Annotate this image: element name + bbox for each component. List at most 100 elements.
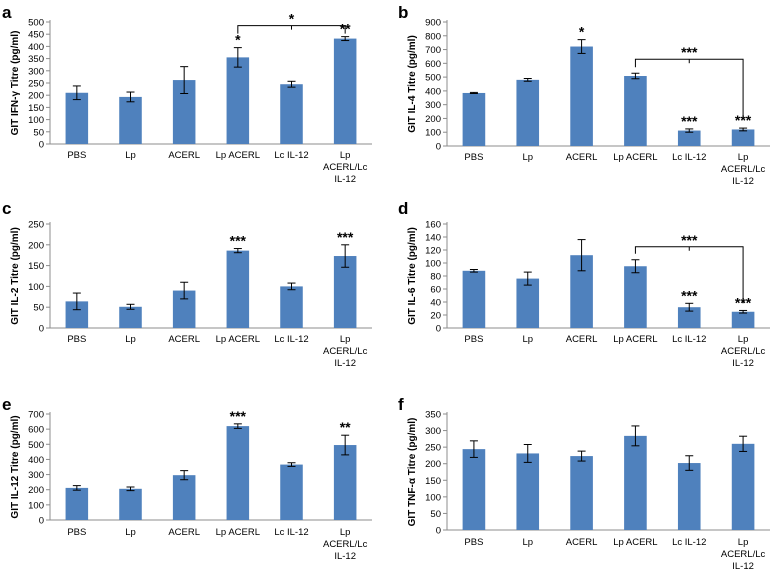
y-tick-label: 160 <box>425 220 441 231</box>
y-tick-label: 900 <box>425 18 441 29</box>
bar-5 <box>677 130 701 146</box>
bar-1 <box>65 487 89 520</box>
category-label: Lc IL-12 <box>274 334 308 345</box>
bar-5 <box>280 464 303 520</box>
bracket-significance-stars: *** <box>681 44 698 60</box>
y-tick-label: 250 <box>28 79 44 90</box>
category-label: Lp ACERL/Lc IL-12 <box>721 537 766 572</box>
y-tick-label: 150 <box>425 476 441 487</box>
y-tick-label: 100 <box>425 259 441 270</box>
bar-1 <box>65 92 89 144</box>
bar-2 <box>119 306 142 328</box>
panel-letter-e: e <box>2 395 11 414</box>
bar-1 <box>462 449 486 530</box>
comparison-bracket <box>634 58 744 119</box>
category-label: ACERL <box>168 334 200 345</box>
y-tick-label: 100 <box>28 282 44 293</box>
y-tick-label: 0 <box>436 324 441 335</box>
category-label: Lp ACERL/Lc IL-12 <box>323 334 368 369</box>
category-label: Lp ACERL/Lc IL-12 <box>323 150 368 185</box>
y-tick-label: 0 <box>39 324 44 335</box>
bar-2 <box>119 488 142 520</box>
category-label: Lp ACERL/Lc IL-12 <box>323 527 368 562</box>
significance-stars: *** <box>681 113 698 129</box>
y-tick-label: 20 <box>430 311 441 322</box>
category-label: Lp <box>125 150 136 161</box>
category-label: Lp <box>125 334 136 345</box>
bar-4 <box>624 435 647 530</box>
bar-3 <box>172 80 196 144</box>
panel-d: d GIT IL-6 Titre (pg/ml) 0 20 40 60 80 100 120 14… <box>398 199 770 369</box>
bar-4 <box>226 250 250 328</box>
bar-4 <box>226 426 250 520</box>
panel-letter-b: b <box>398 3 408 22</box>
category-label: Lp <box>522 152 533 163</box>
y-axis-title: GIT IL-6 Titre (pg/ml) <box>407 227 418 325</box>
category-label: PBS <box>67 150 86 161</box>
bar-6 <box>333 445 357 520</box>
y-tick-label: 250 <box>28 220 44 231</box>
significance-stars: * <box>235 32 241 48</box>
y-tick-label: 150 <box>28 103 44 114</box>
y-tick-label: 140 <box>425 233 441 244</box>
bar-1 <box>462 270 486 328</box>
y-tick-label: 50 <box>33 127 44 138</box>
bracket-significance-stars: * <box>289 11 295 27</box>
bar-6 <box>333 38 357 145</box>
y-tick-label: 400 <box>425 86 441 97</box>
category-label: ACERL <box>168 150 200 161</box>
y-tick-label: 700 <box>28 410 44 421</box>
bar-2 <box>516 453 540 530</box>
y-axis-title: GIT IL-2 Titre (pg/ml) <box>10 227 21 325</box>
y-axis-title: GIT TNF-α Titre (pg/ml) <box>407 418 418 527</box>
y-tick-label: 300 <box>28 66 44 77</box>
category-label: ACERL <box>566 152 598 163</box>
y-tick-label: 0 <box>39 516 44 527</box>
y-tick-label: 500 <box>28 440 44 451</box>
y-tick-label: 100 <box>425 492 441 503</box>
category-label: ACERL <box>168 527 200 538</box>
panel-c: c GIT IL-2 Titre (pg/ml) 0 50 100 150 200 250 PB… <box>2 199 372 369</box>
y-tick-label: 150 <box>28 261 44 272</box>
panel-letter-a: a <box>2 3 12 22</box>
bar-5 <box>280 84 303 144</box>
y-axis-title: GIT IL-12 Titre (pg/ml) <box>10 415 21 518</box>
y-tick-label: 200 <box>28 485 44 496</box>
panel-letter-f: f <box>398 395 404 414</box>
y-tick-label: 120 <box>425 246 441 257</box>
bar-3 <box>172 290 196 328</box>
y-tick-label: 200 <box>425 114 441 125</box>
y-tick-label: 250 <box>425 443 441 454</box>
category-label: Lp ACERL/Lc IL-12 <box>721 334 766 369</box>
bar-6 <box>731 129 755 146</box>
bar-3 <box>172 475 196 520</box>
category-label: PBS <box>67 527 86 538</box>
category-label: Lc IL-12 <box>274 527 308 538</box>
category-label: PBS <box>464 152 483 163</box>
y-tick-label: 200 <box>28 240 44 251</box>
bar-2 <box>119 96 142 144</box>
category-label: PBS <box>464 537 483 548</box>
y-tick-label: 400 <box>28 455 44 466</box>
bar-4 <box>226 57 250 144</box>
bar-1 <box>65 301 89 328</box>
significance-stars: ** <box>340 419 351 435</box>
y-tick-label: 40 <box>430 298 441 309</box>
panel-letter-d: d <box>398 199 408 218</box>
bar-3 <box>570 255 593 328</box>
category-label: ACERL <box>566 537 598 548</box>
category-label: Lp ACERL <box>216 527 260 538</box>
category-label: Lc IL-12 <box>672 537 706 548</box>
category-label: Lp <box>522 334 533 345</box>
significance-stars: *** <box>230 233 247 249</box>
bar-4 <box>624 266 647 328</box>
y-tick-label: 300 <box>28 470 44 481</box>
y-tick-label: 450 <box>28 30 44 41</box>
panel-letter-c: c <box>2 199 11 218</box>
y-tick-label: 200 <box>28 91 44 102</box>
y-tick-label: 300 <box>425 100 441 111</box>
category-label: Lp <box>125 527 136 538</box>
